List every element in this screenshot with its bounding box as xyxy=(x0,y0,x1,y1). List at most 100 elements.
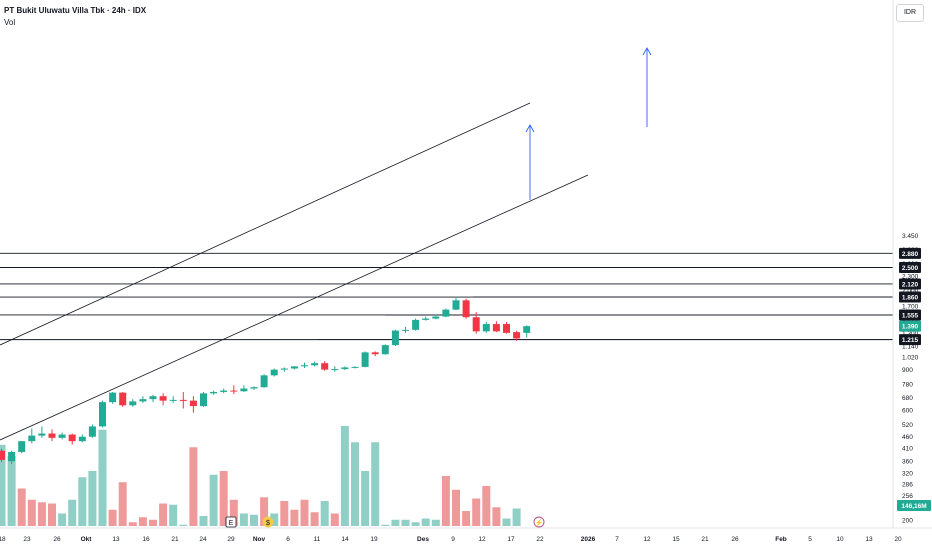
volume-bar xyxy=(280,501,289,526)
candle-body xyxy=(179,399,187,401)
candle-body xyxy=(88,426,96,437)
candle-body xyxy=(0,450,5,460)
candle-body xyxy=(250,387,258,389)
event-marker-label: $ xyxy=(266,520,270,527)
volume-bar xyxy=(330,513,339,526)
price-tick-label: 680 xyxy=(902,395,913,402)
last-price-badge: 1.390 xyxy=(902,324,919,331)
volume-bar xyxy=(482,486,491,526)
volume-bar xyxy=(27,499,36,526)
volume-bar xyxy=(108,509,117,526)
candles-layer[interactable] xyxy=(0,296,531,465)
time-tick-label: 20 xyxy=(894,536,902,543)
candle-body xyxy=(402,329,409,331)
volume-bar xyxy=(462,511,471,526)
candle-body xyxy=(301,365,308,367)
volume-bar xyxy=(37,502,46,526)
price-tick-label: 2.000 xyxy=(902,287,919,294)
time-axis[interactable]: 18 23 26 Okt 13 16 21 24 29 Nov 6 11 14 19 Des 9 12 17 22 2… xyxy=(0,527,932,543)
candle-body xyxy=(492,324,500,332)
level-badge: 2.120 xyxy=(902,281,919,288)
level-badge: 1.555 xyxy=(902,312,919,319)
time-tick-label: 24 xyxy=(199,536,207,543)
candle-body xyxy=(220,390,228,392)
volume-bar xyxy=(411,522,420,526)
last-price-badge-bg xyxy=(899,320,921,332)
volume-bar xyxy=(88,471,97,526)
volume-layer xyxy=(0,426,521,526)
candle-body xyxy=(210,391,218,394)
time-tick-label: 26 xyxy=(731,536,739,543)
target-arrow-left-head xyxy=(525,124,535,133)
volume-bar xyxy=(7,456,16,526)
candle-body xyxy=(240,388,248,392)
candle-body xyxy=(149,396,157,400)
price-tick-label: 256 xyxy=(902,493,913,500)
drawings-layer[interactable] xyxy=(0,47,893,441)
candle-body xyxy=(119,392,127,406)
candle-body xyxy=(462,300,470,318)
time-tick-label: 15 xyxy=(672,536,680,543)
time-tick-label: 13 xyxy=(112,536,120,543)
candle-body xyxy=(58,434,66,438)
price-tick-label: 3.450 xyxy=(902,233,919,240)
candle-body xyxy=(230,390,238,392)
candle-body xyxy=(8,451,16,462)
currency-button[interactable]: IDR xyxy=(896,4,924,22)
candle-body xyxy=(18,441,26,452)
time-tick-label: 10 xyxy=(836,536,844,543)
volume-bar xyxy=(512,508,521,526)
symbol-title[interactable]: PT Bukit Uluwatu Villa Tbk · 24h · IDX xyxy=(4,6,147,15)
candle-body xyxy=(412,319,420,330)
price-badges: 2.880 2.500 2.120 1.860 1.555 1.215 1.390 146,1… xyxy=(897,247,931,511)
time-tick-label: Nov xyxy=(253,536,266,543)
time-tick-label: 26 xyxy=(53,536,61,543)
volume-bar xyxy=(219,471,228,526)
candle-body xyxy=(290,366,298,369)
time-tick-label: 17 xyxy=(507,536,515,543)
volume-bar xyxy=(229,499,238,526)
volume-bar xyxy=(149,519,157,526)
volume-bar xyxy=(361,471,370,526)
volume-bar xyxy=(48,503,56,526)
level-badge-bg xyxy=(899,261,921,273)
candle-body xyxy=(331,369,339,371)
candle-body xyxy=(139,399,147,402)
time-tick-label: 22 xyxy=(536,536,544,543)
price-tick-label: 2.300 xyxy=(902,273,919,280)
price-tick-label: 1.300 xyxy=(902,330,919,337)
candle-body xyxy=(432,316,440,319)
price-tick-label: 1.700 xyxy=(902,304,919,311)
level-badge-bg xyxy=(899,334,921,346)
level-badge: 2.500 xyxy=(902,265,919,272)
level-badge: 1.860 xyxy=(902,295,919,302)
volume-bar xyxy=(381,524,390,526)
event-marker-label: ⚡ xyxy=(535,518,544,527)
time-tick-label: 7 xyxy=(615,536,619,543)
candle-body xyxy=(28,435,36,442)
volume-bar xyxy=(340,426,349,526)
volume-bar xyxy=(138,517,147,526)
time-tick-label: 2026 xyxy=(581,536,596,543)
event-markers[interactable]: E $ ⚡ xyxy=(225,516,545,528)
time-tick-label: Feb xyxy=(775,536,787,543)
candle-body xyxy=(189,400,197,407)
volume-bar xyxy=(68,499,77,526)
volume-bar xyxy=(128,522,137,526)
target-arrow-right-head xyxy=(642,47,652,56)
volume-bar xyxy=(78,477,87,526)
volume-bar xyxy=(179,524,188,526)
volume-bar xyxy=(310,512,319,526)
volume-bar xyxy=(391,519,400,526)
time-tick-label: 29 xyxy=(227,536,235,543)
price-tick-label: 780 xyxy=(902,381,913,388)
candle-body xyxy=(361,352,369,367)
event-marker-label: E xyxy=(229,520,234,527)
volume-badge: 146,16M xyxy=(901,503,926,510)
volume-bar xyxy=(17,488,26,526)
candle-body xyxy=(99,402,106,427)
volume-bar xyxy=(159,503,168,526)
volume-bar xyxy=(270,513,279,526)
volume-legend: Vol xyxy=(4,18,16,27)
